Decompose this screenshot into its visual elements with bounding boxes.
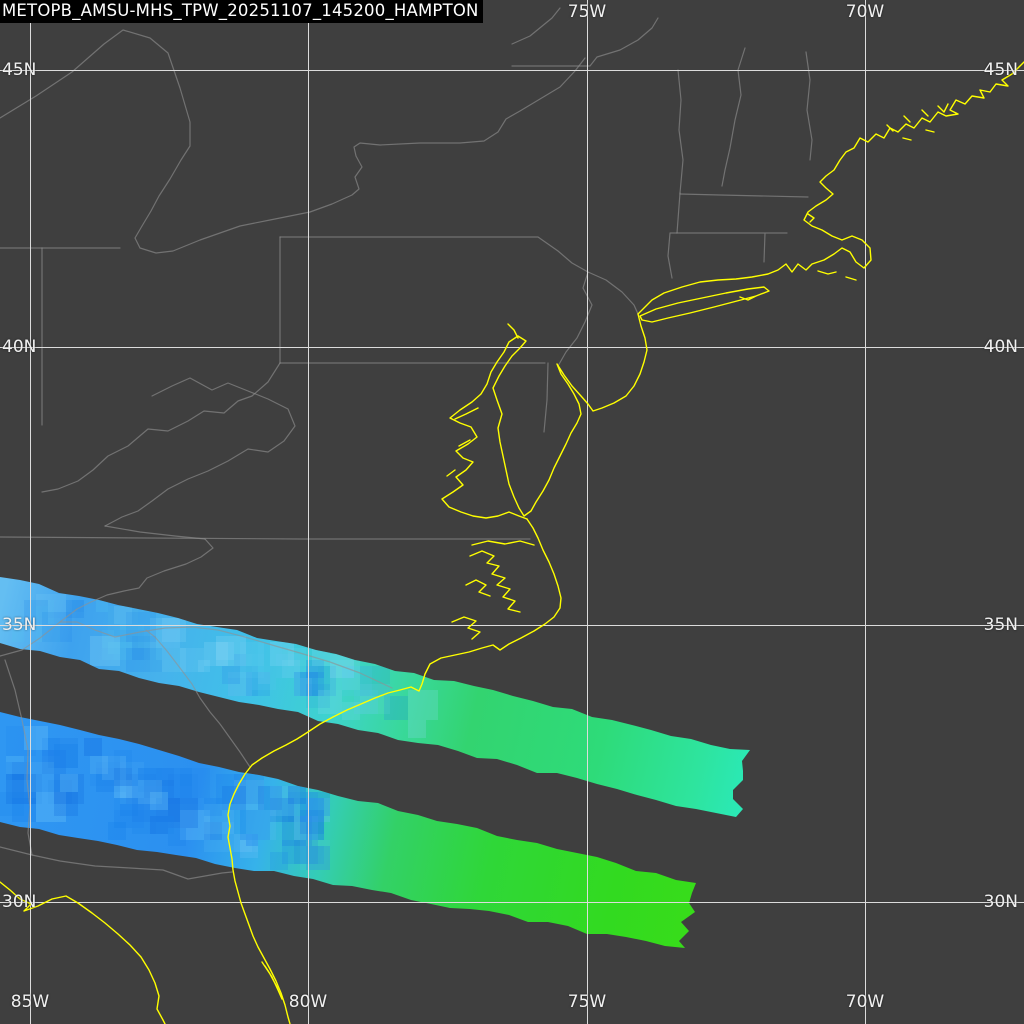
border-fl-ga <box>0 846 233 880</box>
product-title: METOPB_AMSU-MHS_TPW_20251107_145200_HAMP… <box>0 0 483 23</box>
coast-islands-ma <box>817 270 857 281</box>
coast-daytona-barrier <box>261 961 283 1000</box>
border-wv-va <box>104 377 296 527</box>
border-ct-ri-ma-south <box>667 232 788 279</box>
border-ohio-river <box>41 362 281 493</box>
border-nc-sc <box>59 621 393 689</box>
border-nh-me <box>805 51 813 161</box>
border-ma-north <box>679 193 809 198</box>
coast-newengland <box>637 61 1024 315</box>
tpw-swaths <box>0 577 750 948</box>
border-ny-ma <box>676 192 681 234</box>
border-tn-nc <box>0 538 214 657</box>
border-canada-45n <box>511 7 659 67</box>
border-va-nc <box>0 536 531 540</box>
border-mason-dixon <box>279 362 549 433</box>
coastline <box>0 61 1024 1024</box>
tpw-swath-lower <box>0 712 696 948</box>
border-michigan-huron-erie-shore <box>0 29 586 254</box>
border-vt-nh <box>721 47 746 187</box>
border-nj-ny <box>587 271 639 315</box>
coast-maine-bays <box>807 103 949 223</box>
border-ky-va <box>104 525 206 540</box>
coast-florida-gulf <box>0 881 166 1024</box>
border-ny-vt <box>677 69 684 194</box>
coast-nj-delmarva-chesapeake <box>441 313 648 520</box>
coast-pamlico-sounds <box>451 540 535 640</box>
coast-long-island <box>639 286 770 323</box>
border-sc-ga <box>145 629 251 768</box>
coast-chesapeake-rivers <box>446 323 519 477</box>
border-ny-pa-delaware-river <box>279 236 593 367</box>
tpw-swath-upper <box>0 577 750 817</box>
border-ga-al <box>4 659 33 856</box>
coast-nc-to-florida <box>227 518 562 1024</box>
